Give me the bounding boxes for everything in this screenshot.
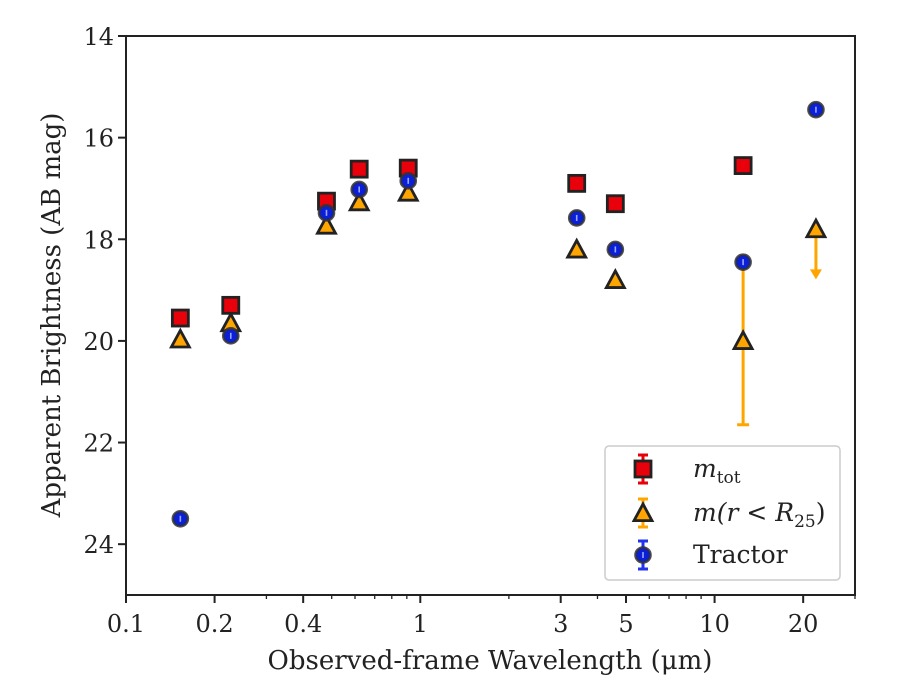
legend-label: mtot — [693, 454, 741, 488]
x-tick-label: 1 — [413, 610, 428, 638]
x-tick-label: 3 — [553, 610, 568, 638]
data-point-square — [349, 159, 369, 179]
y-tick-label: 20 — [83, 328, 114, 356]
y-tick-label: 22 — [83, 430, 114, 458]
y-tick-label: 16 — [83, 125, 114, 153]
axis-ticks: 0.1 0.2 0.4 1 3 5 10 20 14 16 18 20 22 24 — [83, 23, 856, 638]
data-point-square — [567, 173, 587, 193]
data-marks — [169, 100, 828, 528]
data-point-triangle — [603, 267, 627, 289]
data-point-square — [221, 295, 241, 315]
x-tick-label: 5 — [618, 610, 633, 638]
legend-marker-triangle — [631, 501, 655, 523]
legend-label: m(r < R25) — [693, 498, 825, 532]
plot-frame — [125, 35, 856, 596]
legend: mtot m(r < R25) Tractor — [604, 445, 841, 581]
x-tick-label: 10 — [699, 610, 730, 638]
legend-label-main: Tractor — [693, 540, 788, 569]
data-point-square — [733, 156, 753, 175]
legend-label-sub: tot — [717, 468, 741, 488]
x-axis-label: Observed-frame Wavelength (μm) — [268, 646, 713, 676]
y-axis-label: Apparent Brightness (AB mag) — [37, 113, 67, 519]
legend-label-main: m — [693, 454, 717, 483]
data-point-triangle — [347, 190, 371, 212]
x-tick-label: 20 — [788, 610, 819, 638]
y-tick-label: 14 — [83, 23, 114, 51]
legend-label: Tractor — [693, 540, 788, 569]
legend-label-tail: ) — [816, 498, 826, 527]
legend-box — [604, 445, 841, 581]
data-point-square — [170, 308, 190, 328]
data-point-triangle — [315, 213, 338, 235]
y-tick-label: 18 — [83, 226, 114, 254]
legend-label-main: m(r < R — [693, 498, 794, 527]
x-tick-label: 0.1 — [107, 610, 145, 638]
x-tick-label: 0.2 — [196, 610, 234, 638]
legend-marker-square — [633, 459, 653, 479]
data-point-square — [605, 194, 625, 214]
data-point-triangle — [396, 180, 420, 202]
data-point-triangle — [804, 217, 828, 239]
upper-limit-arrowhead — [809, 269, 822, 280]
legend-label-sub: 25 — [794, 512, 816, 532]
series-circle — [171, 100, 825, 528]
x-tick-label: 0.4 — [284, 610, 322, 638]
series-triangle — [169, 180, 828, 427]
y-tick-label: 24 — [83, 531, 114, 559]
data-point-triangle — [169, 327, 192, 349]
data-point-triangle — [731, 328, 755, 350]
data-point-triangle — [565, 237, 589, 259]
series-square — [170, 156, 753, 328]
